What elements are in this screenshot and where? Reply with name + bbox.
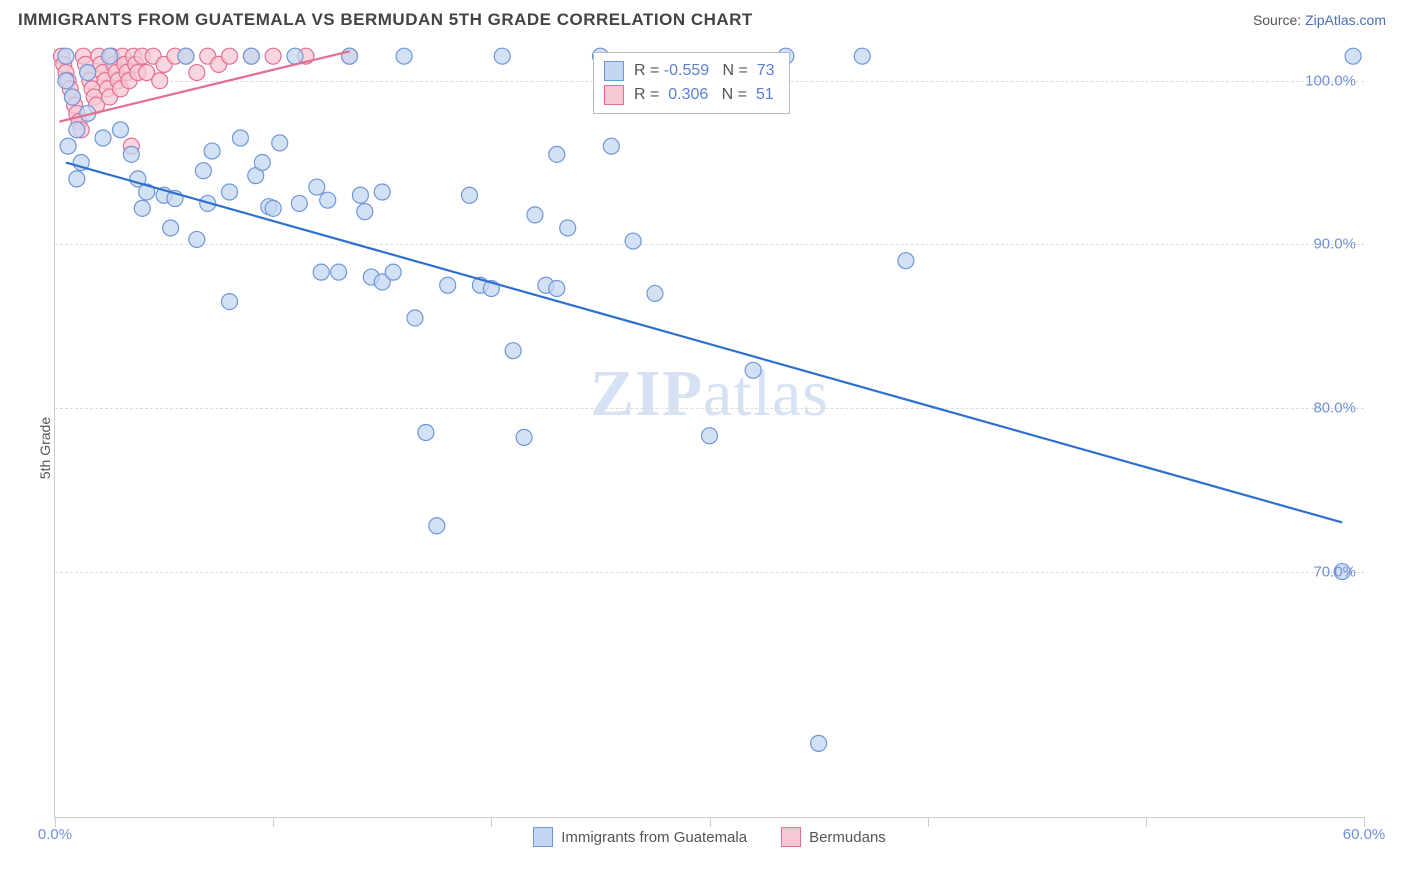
data-point xyxy=(527,207,543,223)
data-point xyxy=(549,281,565,297)
correlation-chart: 5th Grade ZIPatlas R = -0.559 N = 73R = … xyxy=(18,48,1388,848)
data-point xyxy=(123,146,139,162)
data-point xyxy=(178,48,194,64)
data-point xyxy=(385,264,401,280)
data-point xyxy=(603,138,619,154)
stats-legend: R = -0.559 N = 73 R = 0.306 N = 51 xyxy=(593,52,790,114)
scatter-svg xyxy=(55,48,1364,817)
data-point xyxy=(243,48,259,64)
source-label: Source: xyxy=(1253,12,1305,28)
data-point xyxy=(549,146,565,162)
data-point xyxy=(232,130,248,146)
series-legend-item: Immigrants from Guatemala xyxy=(533,827,747,847)
data-point xyxy=(374,184,390,200)
data-point xyxy=(254,155,270,171)
data-point xyxy=(60,138,76,154)
legend-swatch xyxy=(604,61,624,81)
legend-stat-row: R = 0.306 N = 51 xyxy=(604,83,775,107)
series-legend-item: Bermudans xyxy=(781,827,886,847)
x-tick xyxy=(1146,817,1147,827)
data-point xyxy=(58,73,74,89)
data-point xyxy=(357,204,373,220)
data-point xyxy=(462,187,478,203)
x-tick-label: 60.0% xyxy=(1343,826,1386,843)
data-point xyxy=(352,187,368,203)
source-attribution: Source: ZipAtlas.com xyxy=(1253,12,1386,28)
data-point xyxy=(287,48,303,64)
data-point xyxy=(516,429,532,445)
data-point xyxy=(222,184,238,200)
y-axis-label: 5th Grade xyxy=(37,417,53,479)
data-point xyxy=(189,231,205,247)
data-point xyxy=(58,48,74,64)
data-point xyxy=(440,277,456,293)
data-point xyxy=(1345,48,1361,64)
series-label: Immigrants from Guatemala xyxy=(561,829,747,846)
x-tick xyxy=(273,817,274,827)
data-point xyxy=(313,264,329,280)
legend-stat-row: R = -0.559 N = 73 xyxy=(604,59,775,83)
legend-swatch xyxy=(604,85,624,105)
data-point xyxy=(625,233,641,249)
data-point xyxy=(265,200,281,216)
data-point xyxy=(745,362,761,378)
legend-stat-text: R = 0.306 N = 51 xyxy=(634,86,774,104)
data-point xyxy=(505,343,521,359)
data-point xyxy=(331,264,347,280)
data-point xyxy=(222,294,238,310)
data-point xyxy=(112,122,128,138)
data-point xyxy=(702,428,718,444)
data-point xyxy=(407,310,423,326)
data-point xyxy=(69,171,85,187)
x-tick xyxy=(710,817,711,827)
legend-stat-text: R = -0.559 N = 73 xyxy=(634,62,775,80)
data-point xyxy=(418,425,434,441)
series-legend: Immigrants from Guatemala Bermudans xyxy=(55,827,1364,847)
y-tick-label: 80.0% xyxy=(1313,399,1356,416)
data-point xyxy=(342,48,358,64)
data-point xyxy=(189,65,205,81)
data-point xyxy=(429,518,445,534)
source-link[interactable]: ZipAtlas.com xyxy=(1305,12,1386,28)
series-label: Bermudans xyxy=(809,829,886,846)
data-point xyxy=(222,48,238,64)
data-point xyxy=(272,135,288,151)
data-point xyxy=(265,48,281,64)
data-point xyxy=(69,122,85,138)
data-point xyxy=(396,48,412,64)
data-point xyxy=(811,735,827,751)
data-point xyxy=(102,48,118,64)
x-tick xyxy=(928,817,929,827)
data-point xyxy=(320,192,336,208)
chart-title: IMMIGRANTS FROM GUATEMALA VS BERMUDAN 5T… xyxy=(18,10,753,30)
plot-area: ZIPatlas R = -0.559 N = 73R = 0.306 N = … xyxy=(54,48,1364,818)
data-point xyxy=(80,65,96,81)
data-point xyxy=(647,285,663,301)
data-point xyxy=(95,130,111,146)
data-point xyxy=(309,179,325,195)
data-point xyxy=(494,48,510,64)
data-point xyxy=(134,200,150,216)
data-point xyxy=(898,253,914,269)
x-tick xyxy=(491,817,492,827)
data-point xyxy=(64,89,80,105)
x-tick-label: 0.0% xyxy=(38,826,72,843)
legend-swatch xyxy=(533,827,553,847)
data-point xyxy=(163,220,179,236)
data-point xyxy=(854,48,870,64)
trend-line xyxy=(66,163,1342,523)
y-tick-label: 100.0% xyxy=(1305,72,1356,89)
y-tick-label: 90.0% xyxy=(1313,236,1356,253)
legend-swatch xyxy=(781,827,801,847)
data-point xyxy=(195,163,211,179)
data-point xyxy=(560,220,576,236)
y-tick-label: 70.0% xyxy=(1313,563,1356,580)
data-point xyxy=(291,195,307,211)
data-point xyxy=(204,143,220,159)
data-point xyxy=(152,73,168,89)
